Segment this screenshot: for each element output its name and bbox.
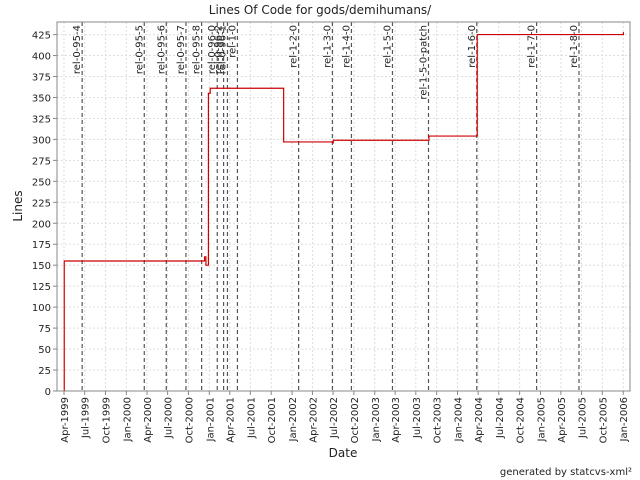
release-markers: rel-0-95-4 rel-0-95-5 rel-0-95-6 rel-0-95-7… bbox=[72, 22, 580, 391]
y-tick-label: 50 bbox=[38, 345, 51, 356]
y-tick-label: 375 bbox=[32, 73, 51, 84]
y-tick-label: 75 bbox=[38, 324, 51, 335]
x-tick-label: Jul-2001 bbox=[246, 397, 257, 439]
y-tick-label: 325 bbox=[32, 114, 51, 125]
y-axis: 0 25 50 75 100 125 150 175 200 225 250 275 300 325 350… bbox=[32, 31, 57, 398]
x-tick-label: Oct-2002 bbox=[350, 397, 361, 443]
release-marker-label: rel-1-5-0 bbox=[382, 25, 393, 68]
x-tick-label: Jul-2005 bbox=[577, 397, 588, 439]
release-marker-label: rel-0-95-7 bbox=[176, 25, 187, 74]
x-tick-label: Jan-2002 bbox=[288, 397, 299, 442]
x-tick-label: Jan-2005 bbox=[536, 397, 547, 442]
x-tick-label: Oct-2000 bbox=[184, 397, 195, 443]
y-tick-label: 250 bbox=[32, 177, 51, 188]
release-marker-label: rel-1-2-0 bbox=[289, 25, 300, 68]
release-marker-label: rel-1-3-0 bbox=[322, 25, 333, 68]
release-marker-label: rel-0-95-5 bbox=[134, 25, 145, 74]
y-tick-label: 200 bbox=[32, 219, 51, 230]
x-tick-label: Apr-2000 bbox=[143, 397, 154, 443]
release-marker-label: rel-0-96-2 bbox=[214, 25, 225, 74]
release-marker-label: rel-1-5-0-patch bbox=[418, 25, 429, 100]
y-tick-label: 25 bbox=[38, 366, 51, 377]
x-tick-label: Jan-2000 bbox=[122, 397, 133, 442]
x-tick-label: Apr-2004 bbox=[474, 397, 485, 443]
release-marker-label: rel-0-95-8 bbox=[192, 25, 203, 74]
x-tick-label: Jan-2004 bbox=[454, 397, 465, 442]
y-tick-label: 425 bbox=[32, 31, 51, 42]
x-tick-label: Jan-2006 bbox=[619, 397, 630, 442]
chart-title: Lines Of Code for gods/demihumans/ bbox=[209, 3, 432, 17]
y-tick-label: 0 bbox=[45, 387, 51, 398]
x-tick-label: Oct-2001 bbox=[267, 397, 278, 443]
release-marker-label: rel-0-95-4 bbox=[72, 25, 83, 74]
x-tick-label: Apr-2002 bbox=[308, 397, 319, 443]
series-layer bbox=[63, 32, 625, 392]
plot-frame bbox=[56, 21, 631, 392]
x-tick-label: Jul-2002 bbox=[329, 397, 340, 439]
release-marker-label: rel-0-96-1 bbox=[217, 25, 228, 74]
x-axis-label: Date bbox=[329, 446, 358, 460]
release-marker-label: rel-1-7-0 bbox=[527, 25, 538, 68]
y-tick-label: 150 bbox=[32, 261, 51, 272]
y-axis-label: Lines bbox=[11, 190, 25, 221]
release-marker-label: rel-1-8-0 bbox=[569, 25, 580, 68]
y-tick-label: 175 bbox=[32, 240, 51, 251]
y-tick-label: 350 bbox=[32, 93, 51, 104]
release-marker-label: rel-0-95-6 bbox=[156, 25, 167, 74]
y-tick-label: 100 bbox=[32, 303, 51, 314]
x-tick-label: Jul-2000 bbox=[164, 397, 175, 439]
y-tick-label: 400 bbox=[32, 52, 51, 63]
x-tick-label: Apr-2001 bbox=[226, 397, 237, 443]
y-tick-label: 300 bbox=[32, 135, 51, 146]
x-tick-label: Oct-2003 bbox=[433, 397, 444, 443]
release-marker-label: rel-1-4-0 bbox=[341, 25, 352, 68]
release-marker-label: rel-0-96-0 bbox=[207, 25, 218, 74]
series-line bbox=[63, 32, 625, 392]
x-tick-label: Jul-2004 bbox=[495, 397, 506, 439]
release-marker-label: rel-1-0 bbox=[227, 25, 238, 58]
y-tick-label: 225 bbox=[32, 198, 51, 209]
x-tick-label: Jul-1999 bbox=[81, 397, 92, 439]
x-tick-label: Apr-2005 bbox=[557, 397, 568, 443]
x-tick-label: Oct-2005 bbox=[598, 397, 609, 443]
release-marker-label: rel-1-6-0 bbox=[467, 25, 478, 68]
x-tick-label: Apr-2003 bbox=[391, 397, 402, 443]
x-tick-label: Jan-2003 bbox=[371, 397, 382, 442]
footer-credit: generated by statcvs-xml² bbox=[500, 467, 632, 478]
y-tick-label: 275 bbox=[32, 156, 51, 167]
y-tick-label: 125 bbox=[32, 282, 51, 293]
x-tick-label: Jul-2003 bbox=[412, 397, 423, 439]
x-tick-label: Oct-2004 bbox=[516, 397, 527, 443]
x-tick-label: Oct-1999 bbox=[102, 397, 113, 443]
x-tick-label: Jan-2001 bbox=[205, 397, 216, 442]
grid-lines bbox=[57, 22, 630, 392]
x-tick-label: Apr-1999 bbox=[60, 397, 71, 443]
x-axis: Apr-1999 Jul-1999 Oct-1999 Jan-2000 Apr-2000… bbox=[60, 391, 630, 443]
